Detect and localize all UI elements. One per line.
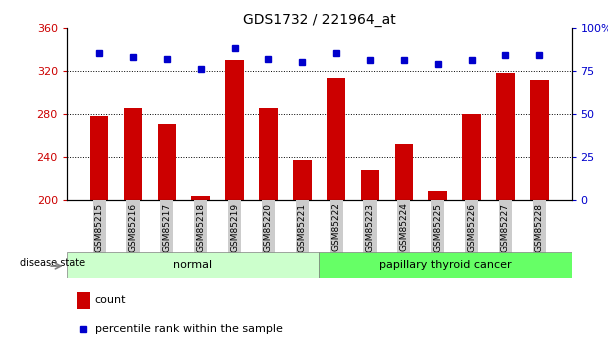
Text: GSM85216: GSM85216 (128, 203, 137, 252)
Bar (496, 73, 515, 200)
Text: GSM85228: GSM85228 (535, 203, 544, 252)
Text: count: count (95, 295, 126, 305)
Text: GSM85221: GSM85221 (298, 203, 307, 252)
Text: disease state: disease state (20, 258, 85, 268)
Bar (319, 252, 572, 278)
Bar (361, 170, 379, 200)
Text: normal: normal (173, 260, 213, 270)
Bar (90, 116, 108, 200)
Bar (192, 196, 210, 200)
Text: GSM85223: GSM85223 (365, 203, 375, 252)
Bar (157, 124, 176, 200)
Text: GSM85217: GSM85217 (162, 203, 171, 252)
Bar (259, 108, 278, 200)
Text: GSM85224: GSM85224 (399, 203, 409, 252)
Bar (77, 292, 89, 309)
Text: GSM85220: GSM85220 (264, 203, 273, 252)
Text: percentile rank within the sample: percentile rank within the sample (95, 325, 283, 334)
Bar (462, 114, 481, 200)
Bar (293, 160, 311, 200)
Text: GSM85219: GSM85219 (230, 203, 239, 252)
Text: GSM85227: GSM85227 (501, 203, 510, 252)
Title: GDS1732 / 221964_at: GDS1732 / 221964_at (243, 12, 396, 27)
Text: papillary thyroid cancer: papillary thyroid cancer (379, 260, 512, 270)
Text: GSM85218: GSM85218 (196, 203, 206, 252)
Bar (429, 191, 447, 200)
Text: GSM85225: GSM85225 (433, 203, 442, 252)
Bar (327, 78, 345, 200)
Text: GSM85215: GSM85215 (95, 203, 103, 252)
Bar (395, 144, 413, 200)
Bar (225, 60, 244, 200)
Bar (67, 252, 319, 278)
Bar (530, 80, 548, 200)
Bar (123, 108, 142, 200)
Text: GSM85222: GSM85222 (331, 203, 340, 252)
Text: GSM85226: GSM85226 (467, 203, 476, 252)
